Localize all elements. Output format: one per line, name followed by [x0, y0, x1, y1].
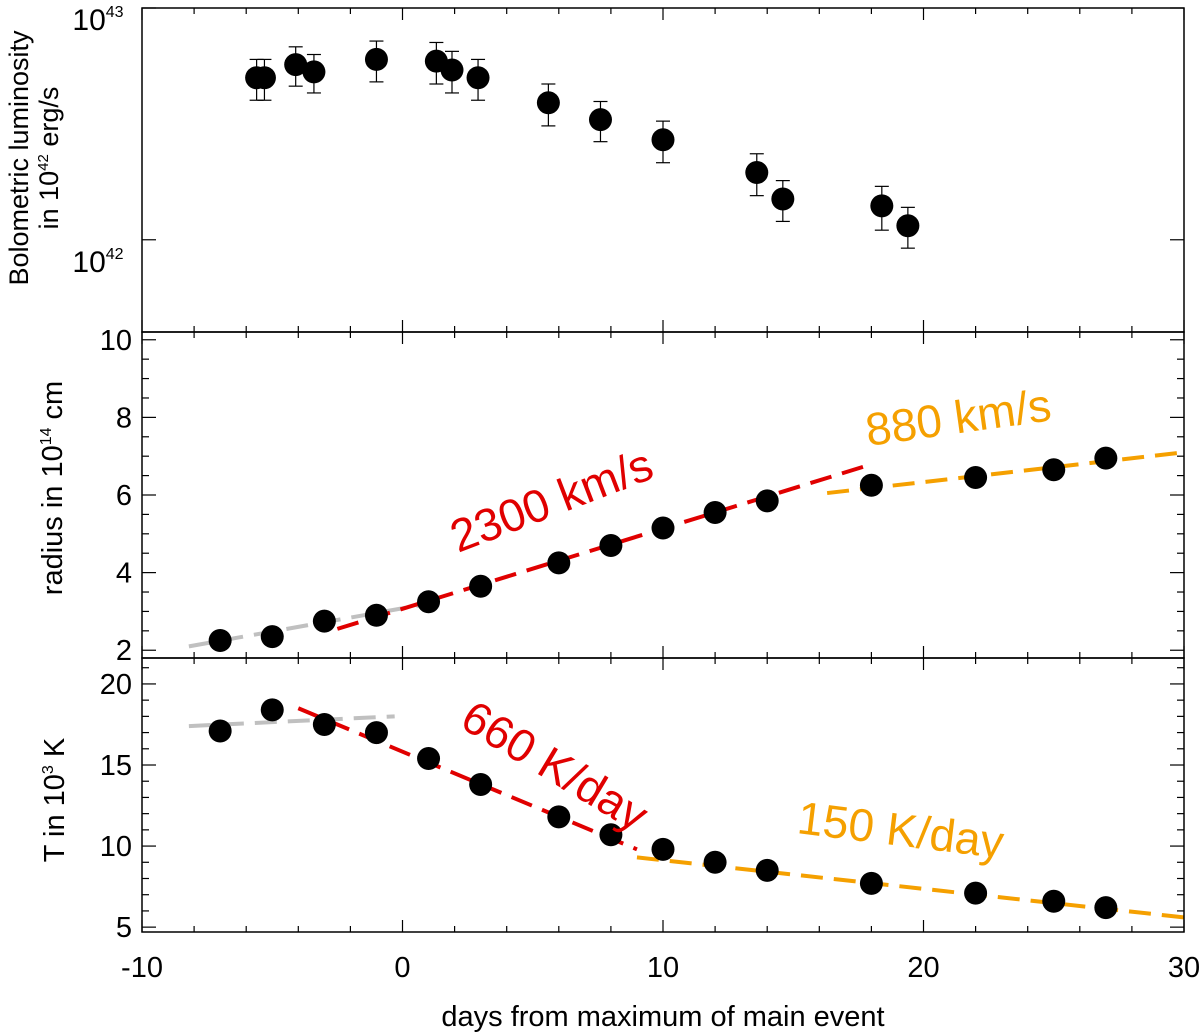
x-axis-label: days from maximum of main event: [441, 1001, 884, 1033]
radius-fits: [188, 450, 1185, 649]
x-tick-labels: -10 0 10 20 30: [121, 952, 1200, 984]
annotation-880-kms: 880 km/s: [862, 378, 1054, 455]
data-point: [1042, 889, 1066, 913]
data-point: [466, 66, 490, 90]
data-point: [870, 194, 894, 218]
data-point: [252, 66, 276, 90]
y-tick-label: 10: [100, 325, 132, 357]
data-point: [771, 187, 795, 211]
data-point: [260, 625, 284, 649]
data-point: [859, 473, 883, 497]
radius-panel: 2 4 6 8 10 radius in 1014 cm 2300 km/s 880 k…: [37, 325, 1185, 667]
luminosity-ylabel-line2: in 1042 erg/s: [34, 87, 64, 230]
data-point: [588, 108, 612, 132]
data-point: [469, 772, 493, 796]
data-point: [1094, 446, 1118, 470]
data-point: [440, 58, 464, 82]
data-point: [417, 590, 441, 614]
data-point: [651, 837, 675, 861]
data-point: [703, 500, 727, 524]
y-tick-label: 20: [100, 669, 132, 701]
y-tick-label: 6: [116, 480, 132, 512]
data-point: [260, 698, 284, 722]
data-point: [536, 91, 560, 115]
data-point: [469, 574, 493, 598]
data-point: [755, 858, 779, 882]
data-point: [312, 712, 336, 736]
data-point: [599, 533, 623, 557]
data-point: [1042, 458, 1066, 482]
x-tick-label: 0: [394, 952, 410, 984]
data-point: [284, 53, 308, 77]
y-tick-label: 10: [100, 831, 132, 863]
data-point: [964, 881, 988, 905]
y-tick-label: 4: [116, 558, 132, 590]
data-point: [745, 161, 769, 185]
annotation-150-kday: 150 K/day: [795, 791, 1007, 868]
x-tick-label: 30: [1168, 952, 1200, 984]
data-point: [364, 603, 388, 627]
data-point: [302, 60, 326, 84]
luminosity-points: [245, 40, 920, 249]
y-tick-label: 8: [116, 402, 132, 434]
data-point: [599, 823, 623, 847]
ytick-label-1e43: 1043: [72, 4, 123, 37]
luminosity-ylabel-line1: Bolometric luminosity: [4, 30, 34, 286]
ytick-label-1e42: 1042: [72, 246, 123, 279]
data-point: [1094, 896, 1118, 920]
data-point: [964, 466, 988, 490]
temperature-frame: [141, 657, 1185, 933]
temperature-ylabel: T in 103 K: [39, 737, 71, 862]
luminosity-panel: 1043 1042 Bolometric luminosity in 1042 …: [4, 4, 1185, 333]
data-point: [859, 871, 883, 895]
fit-line: [636, 855, 1185, 920]
data-point: [651, 128, 675, 152]
data-point: [651, 516, 675, 540]
radius-ylabel: radius in 1014 cm: [37, 381, 69, 595]
data-point: [547, 551, 571, 575]
data-point: [312, 609, 336, 633]
x-tick-label: -10: [121, 952, 163, 984]
y-tick-label: 2: [116, 635, 132, 667]
temperature-points: [208, 698, 1118, 920]
radius-ticks: 2 4 6 8 10: [100, 325, 1185, 667]
data-point: [208, 719, 232, 743]
data-point: [896, 214, 920, 238]
annotation-2300-kms: 2300 km/s: [443, 438, 660, 563]
temperature-fits: [188, 706, 1185, 920]
data-point: [417, 747, 441, 771]
radius-points: [208, 446, 1118, 653]
data-point: [547, 805, 571, 829]
fit-line: [297, 706, 638, 852]
fit-line: [826, 450, 1185, 496]
data-point: [208, 629, 232, 653]
data-point: [755, 489, 779, 513]
data-point: [703, 850, 727, 874]
y-tick-label: 15: [100, 750, 132, 782]
x-tick-label: 10: [647, 952, 679, 984]
y-tick-label: 5: [116, 912, 132, 944]
x-tick-label: 20: [907, 952, 939, 984]
data-point: [364, 721, 388, 745]
data-point: [364, 47, 388, 71]
